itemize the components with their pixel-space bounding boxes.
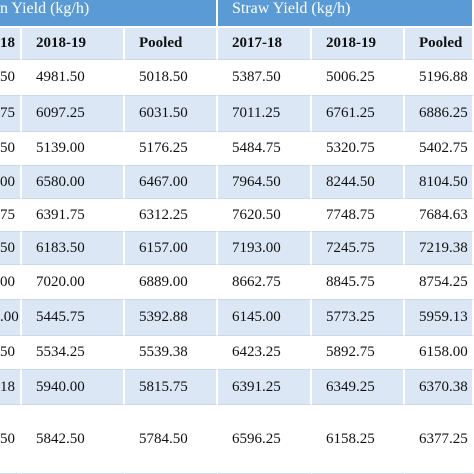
table-cell: 8754.25: [405, 265, 474, 300]
table-cell: 8662.75: [218, 265, 312, 300]
table-cell: 50: [0, 405, 22, 474]
table-cell: 6391.75: [22, 199, 125, 232]
table-cell: 7964.50: [218, 166, 312, 199]
table-cell: 6580.00: [22, 166, 125, 199]
table-cell: 5445.75: [22, 300, 125, 336]
table-cell: 75: [0, 96, 22, 132]
table-cell: 8845.75: [312, 265, 405, 300]
column-header: 2018-19: [22, 28, 125, 60]
table-cell: 6886.25: [405, 96, 474, 132]
table-cell: 7684.63: [405, 199, 474, 232]
table-cell: 5387.50: [218, 60, 312, 96]
table-cell: 7620.50: [218, 199, 312, 232]
group-header: Straw Yield (kg/h): [218, 0, 474, 28]
table-cell: 6391.25: [218, 370, 312, 405]
table-cell: 5842.50: [22, 405, 125, 474]
table-cell: 6377.25: [405, 405, 474, 474]
table-cell: 6031.50: [125, 96, 218, 132]
table-cell: 6423.25: [218, 336, 312, 370]
table-cell: 7245.75: [312, 232, 405, 265]
table-cell: 50: [0, 232, 22, 265]
table-cell: 00: [0, 265, 22, 300]
table-cell: 5940.00: [22, 370, 125, 405]
table-cell: 6761.25: [312, 96, 405, 132]
table-cell: 6467.00: [125, 166, 218, 199]
table-cell: 5892.75: [312, 336, 405, 370]
table-cell: 50: [0, 336, 22, 370]
group-header: n Yield (kg/h): [0, 0, 218, 28]
table-cell: 6349.25: [312, 370, 405, 405]
table-cell: 5176.25: [125, 132, 218, 166]
table-cell: 50: [0, 60, 22, 96]
column-header: 2018-19: [312, 28, 405, 60]
table-cell: 7219.38: [405, 232, 474, 265]
table-cell: 5484.75: [218, 132, 312, 166]
table-cell: 5196.88: [405, 60, 474, 96]
table-cell: 6158.25: [312, 405, 405, 474]
table-cell: 6158.00: [405, 336, 474, 370]
table-cell: .00: [0, 300, 22, 336]
table-cell: 18: [0, 370, 22, 405]
column-header: 2017-18: [218, 28, 312, 60]
table-cell: 75: [0, 199, 22, 232]
table-cell: 7748.75: [312, 199, 405, 232]
table-cell: 7020.00: [22, 265, 125, 300]
table-cell: 6312.25: [125, 199, 218, 232]
table-cell: 6183.50: [22, 232, 125, 265]
table-cell: 5018.50: [125, 60, 218, 96]
table-cell: 5402.75: [405, 132, 474, 166]
table-cell: 5959.13: [405, 300, 474, 336]
table-cell: 5534.25: [22, 336, 125, 370]
column-header: Pooled: [125, 28, 218, 60]
table-cell: 4981.50: [22, 60, 125, 96]
table-cell: 5784.50: [125, 405, 218, 474]
table-cell: 6596.25: [218, 405, 312, 474]
column-header: 18: [0, 28, 22, 60]
table-cell: 6157.00: [125, 232, 218, 265]
table-cell: 6889.00: [125, 265, 218, 300]
table-cell: 7193.00: [218, 232, 312, 265]
table-cell: 50: [0, 132, 22, 166]
table-cell: 6097.25: [22, 96, 125, 132]
table-cell: 5392.88: [125, 300, 218, 336]
table-cell: 5539.38: [125, 336, 218, 370]
table-cell: 5139.00: [22, 132, 125, 166]
table-cell: 5773.25: [312, 300, 405, 336]
table-cell: 6145.00: [218, 300, 312, 336]
column-header: Pooled: [405, 28, 474, 60]
table-cell: 5320.75: [312, 132, 405, 166]
table-cell: 6370.38: [405, 370, 474, 405]
table-cell: 00: [0, 166, 22, 199]
table-cell: 5815.75: [125, 370, 218, 405]
table-cell: 7011.25: [218, 96, 312, 132]
table-cell: 8104.50: [405, 166, 474, 199]
table-cell: 8244.50: [312, 166, 405, 199]
table-cell: 5006.25: [312, 60, 405, 96]
